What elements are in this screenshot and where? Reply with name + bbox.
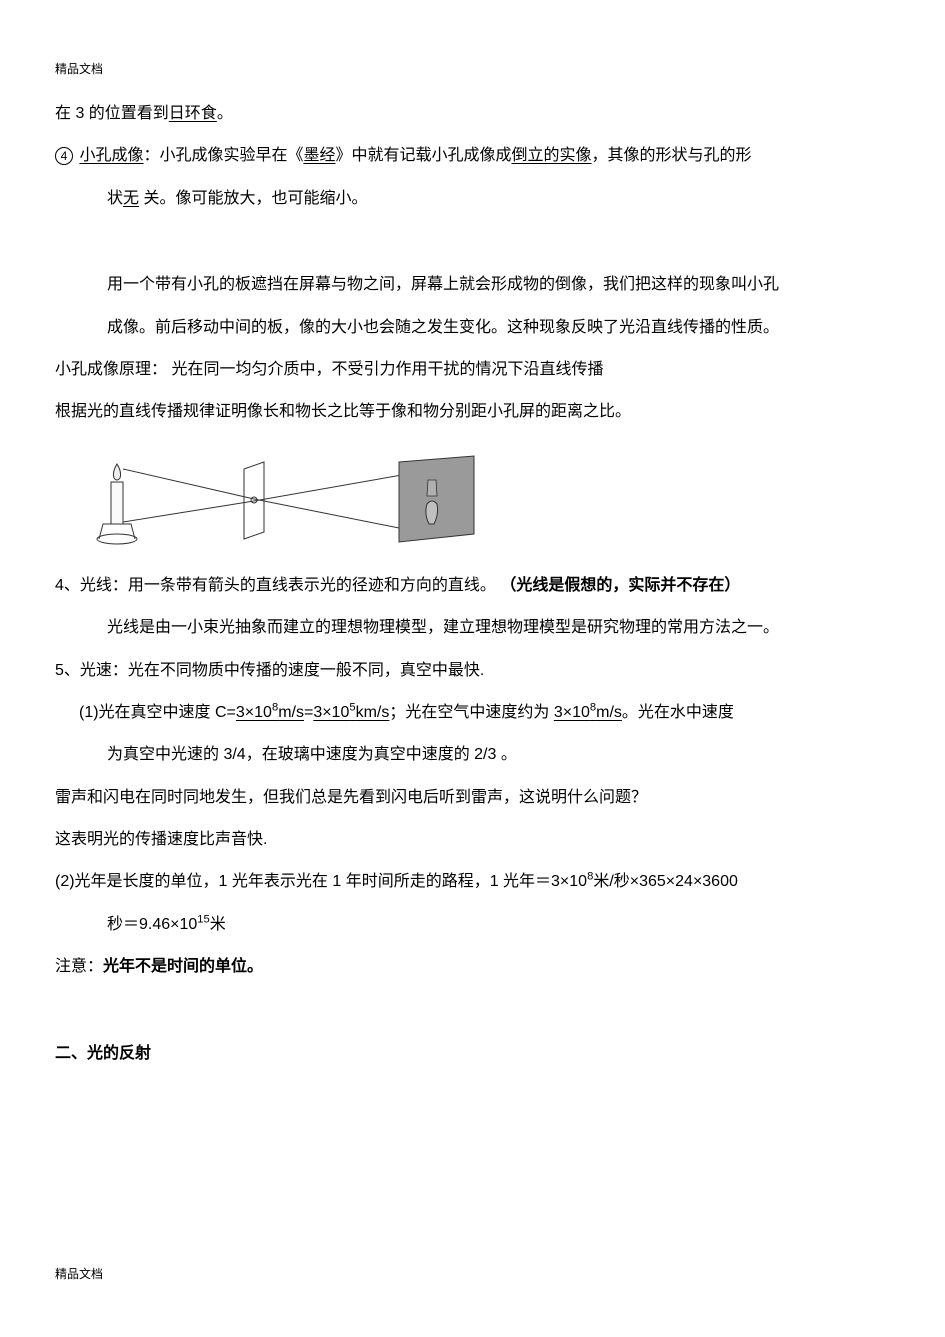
- watermark-header: 精品文档: [55, 60, 890, 77]
- pinhole-diagram: [89, 454, 479, 549]
- text: 在 3 的位置看到: [55, 105, 169, 122]
- underlined-text: 3×108m/s: [554, 704, 622, 721]
- text-line: 成像。前后移动中间的板，像的大小也会随之发生变化。这种现象反映了光沿直线传播的性…: [55, 309, 890, 347]
- text-line: 4、光线：用一条带有箭头的直线表示光的径迹和方向的直线。 （光线是假想的，实际并…: [55, 567, 890, 605]
- text: 状: [107, 190, 123, 207]
- document-content: 在 3 的位置看到日环食。 4 小孔成像：小孔成像实验早在《墨经》中就有记载小孔…: [55, 95, 890, 1073]
- underlined-text: 日环食: [169, 105, 217, 122]
- underlined-text: 无: [123, 190, 139, 207]
- text-line: 光线是由一小束光抽象而建立的理想物理模型，建立理想物理模型是研究物理的常用方法之…: [55, 609, 890, 647]
- underlined-text: 倒立的实像: [512, 147, 592, 164]
- text: 》中就有记载小孔成像成: [336, 147, 512, 164]
- underlined-text: 3×108m/s: [236, 704, 304, 721]
- text-line: 这表明光的传播速度比声音快.: [55, 821, 890, 859]
- text-line: (2)光年是长度的单位，1 光年表示光在 1 年时间所走的路程，1 光年＝3×1…: [55, 863, 890, 901]
- text-line: 为真空中光速的 3/4，在玻璃中速度为真空中速度的 2/3 。: [55, 736, 890, 774]
- text: ，其像的形状与孔的形: [592, 147, 752, 164]
- text: 秒＝9.46×10: [107, 916, 197, 933]
- text-line: 用一个带有小孔的板遮挡在屏幕与物之间，屏幕上就会形成物的倒像，我们把这样的现象叫…: [55, 266, 890, 304]
- circled-number-icon: 4: [55, 147, 73, 165]
- watermark-footer: 精品文档: [55, 1265, 103, 1282]
- superscript: 15: [197, 914, 209, 926]
- text-line: 在 3 的位置看到日环食。: [55, 95, 890, 133]
- text-line: 秒＝9.46×1015米: [55, 906, 890, 944]
- text: 关。像可能放大，也可能缩小。: [139, 190, 367, 207]
- underlined-text: 小孔成像: [79, 147, 143, 164]
- text: =: [304, 704, 313, 721]
- text: ：小孔成像实验早在《: [143, 147, 303, 164]
- section-heading: 二、光的反射: [55, 1035, 890, 1073]
- text: 米: [210, 916, 226, 933]
- underlined-text: 3×105km/s: [313, 704, 389, 721]
- text-line: (1)光在真空中速度 C=3×108m/s=3×105km/s；光在空气中速度约…: [55, 694, 890, 732]
- text-line: 根据光的直线传播规律证明像长和物长之比等于像和物分别距小孔屏的距离之比。: [55, 393, 890, 431]
- text-line: 小孔成像原理： 光在同一均匀介质中，不受引力作用干扰的情况下沿直线传播: [55, 351, 890, 389]
- text-line: 注意：光年不是时间的单位。: [55, 948, 890, 986]
- text: 。光在水中速度: [622, 704, 734, 721]
- text-line: 雷声和闪电在同时同地发生，但我们总是先看到闪电后听到雷声，这说明什么问题？: [55, 779, 890, 817]
- text: ；光在空气中速度约为: [389, 704, 553, 721]
- text: 注意：: [55, 958, 103, 975]
- underlined-text: 墨经: [303, 147, 335, 164]
- text: 4、光线：用一条带有箭头的直线表示光的径迹和方向的直线。: [55, 577, 500, 594]
- spacer: [55, 222, 890, 266]
- text-line: 状无 关。像可能放大，也可能缩小。: [55, 180, 890, 218]
- bold-text: 光年不是时间的单位。: [103, 958, 263, 975]
- text: 米/秒×365×24×3600: [593, 873, 738, 890]
- spacer: [55, 991, 890, 1035]
- text-line: 4 小孔成像：小孔成像实验早在《墨经》中就有记载小孔成像成倒立的实像，其像的形状…: [55, 137, 890, 175]
- text: (2)光年是长度的单位，1 光年表示光在 1 年时间所走的路程，1 光年＝3×1…: [55, 873, 587, 890]
- text: 。: [217, 105, 233, 122]
- text: (1)光在真空中速度 C=: [79, 704, 236, 721]
- text-line: 5、光速：光在不同物质中传播的速度一般不同，真空中最快.: [55, 652, 890, 690]
- bold-text: （光线是假想的，实际并不存在）: [500, 577, 740, 594]
